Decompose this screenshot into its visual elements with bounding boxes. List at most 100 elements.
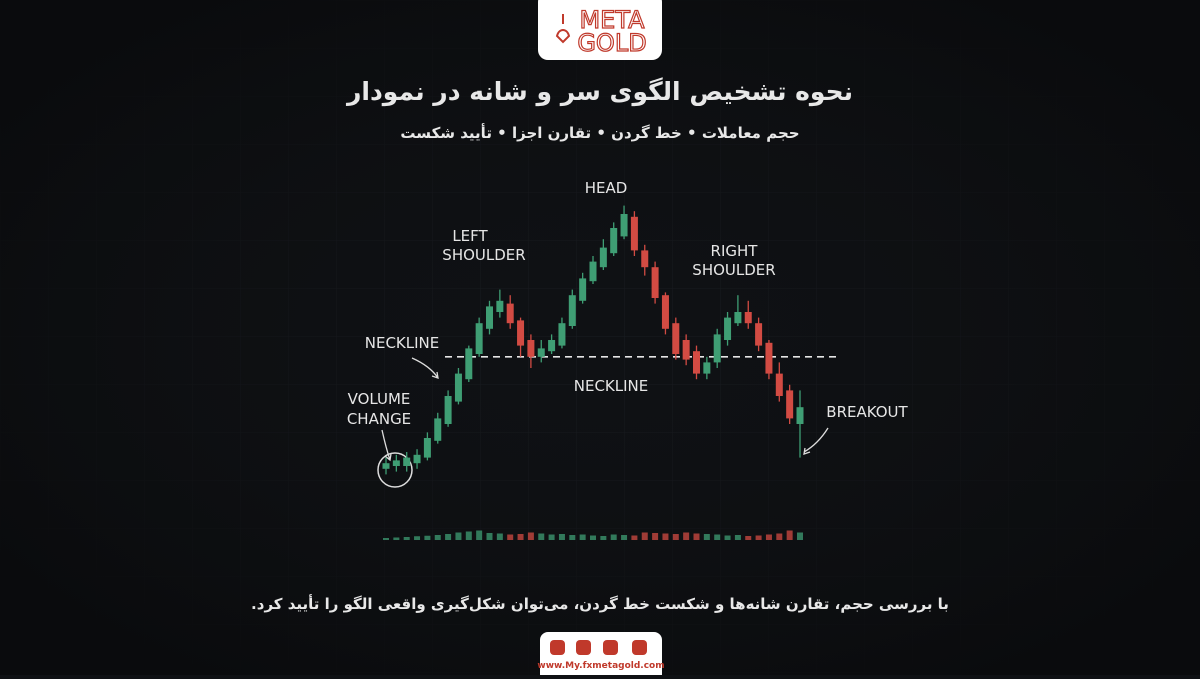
candle-body bbox=[641, 250, 649, 268]
candle-body bbox=[548, 340, 556, 352]
candle-body bbox=[651, 267, 659, 298]
arrow bbox=[803, 427, 829, 455]
volume-bar bbox=[569, 535, 576, 540]
volume-bar bbox=[517, 534, 524, 540]
candle-body bbox=[661, 295, 669, 329]
volume-bar bbox=[424, 535, 431, 540]
volume-bar bbox=[590, 535, 596, 540]
neckline-label: NECKLINE bbox=[365, 334, 440, 352]
candle-body bbox=[620, 214, 628, 237]
volume-bar bbox=[548, 534, 555, 540]
candle-body bbox=[713, 334, 721, 363]
candle-body bbox=[724, 317, 732, 340]
volume-bar bbox=[755, 535, 762, 540]
volume-bar bbox=[786, 530, 793, 540]
youtube-icon[interactable] bbox=[603, 640, 618, 655]
volume-bar bbox=[393, 537, 400, 540]
caption: با بررسی حجم، تقارن شانه‌ها و شکست خط گر… bbox=[251, 594, 949, 613]
candle-body bbox=[744, 312, 752, 324]
candle-body bbox=[465, 348, 473, 380]
volume-bar bbox=[703, 534, 710, 540]
candle-body bbox=[423, 438, 431, 458]
volume-bar bbox=[414, 536, 421, 540]
logo-bottom: GOLD bbox=[577, 29, 646, 57]
footer-box bbox=[540, 632, 662, 679]
volume-bar bbox=[538, 533, 545, 540]
volume-bar bbox=[527, 532, 534, 540]
candle-body bbox=[403, 457, 411, 466]
candle-body bbox=[703, 362, 711, 374]
volume-bar bbox=[693, 533, 700, 540]
title: نحوه تشخیص الگوی سر و شانه در نمودار bbox=[345, 77, 853, 107]
candle-body bbox=[589, 261, 597, 282]
volume-bar bbox=[445, 534, 452, 540]
volume-bar bbox=[455, 532, 462, 540]
volume-bar bbox=[558, 534, 565, 540]
volume-bar bbox=[662, 533, 669, 540]
volume-bar bbox=[745, 536, 752, 540]
candle-body bbox=[630, 216, 638, 251]
candle-body bbox=[444, 396, 452, 424]
candle-body bbox=[796, 407, 804, 424]
volume-bar bbox=[797, 532, 803, 540]
candle-body bbox=[537, 348, 545, 357]
candle-body bbox=[558, 323, 566, 346]
candle-body bbox=[517, 320, 525, 346]
candle-body bbox=[775, 373, 783, 396]
left-shoulder-label: LEFT bbox=[452, 227, 488, 245]
volume-bar bbox=[496, 533, 503, 540]
volume-bar bbox=[486, 533, 493, 540]
volume-bar bbox=[631, 535, 638, 540]
logo-icon bbox=[555, 14, 571, 44]
candle-body bbox=[610, 228, 618, 254]
volume-change-label: CHANGE bbox=[347, 410, 411, 428]
volume-bar bbox=[383, 538, 389, 540]
neckline-label: NECKLINE bbox=[574, 377, 649, 395]
facebook-icon[interactable] bbox=[632, 640, 647, 655]
candle-body bbox=[392, 460, 400, 466]
logo-top: META bbox=[579, 6, 645, 34]
volume-bar bbox=[652, 533, 659, 540]
candle-body bbox=[765, 342, 773, 374]
plot bbox=[382, 205, 838, 540]
arrow bbox=[381, 429, 392, 462]
left-shoulder-label: SHOULDER bbox=[442, 246, 525, 264]
candle-body bbox=[454, 373, 462, 402]
footer-url[interactable]: www.My.fxmetagold.com bbox=[537, 661, 664, 671]
volume-bar bbox=[476, 530, 483, 540]
volume-bar bbox=[507, 534, 514, 540]
volume-bar bbox=[672, 534, 679, 540]
candle-body bbox=[382, 463, 390, 469]
right-shoulder-label: SHOULDER bbox=[692, 261, 775, 279]
candle-body bbox=[434, 418, 442, 441]
social-icons bbox=[550, 640, 647, 655]
instagram-icon[interactable] bbox=[550, 640, 565, 655]
volume-change-label: VOLUME bbox=[348, 390, 411, 408]
candle-body bbox=[496, 300, 504, 312]
candle-body bbox=[486, 306, 493, 329]
volume-bar bbox=[641, 532, 648, 540]
telegram-icon[interactable] bbox=[576, 640, 591, 655]
volume-circle bbox=[377, 452, 413, 488]
volume-bar bbox=[776, 533, 783, 540]
volume-bar bbox=[465, 531, 472, 540]
candle-body bbox=[527, 340, 535, 357]
volume-bar bbox=[610, 534, 617, 540]
arrow bbox=[411, 357, 439, 379]
volume-bar bbox=[683, 532, 690, 540]
right-shoulder-label: RIGHT bbox=[711, 242, 759, 260]
candle-body bbox=[506, 303, 514, 324]
candle-body bbox=[682, 340, 690, 360]
candle-body bbox=[755, 323, 763, 346]
volume-bar bbox=[765, 534, 772, 540]
candle-body bbox=[672, 323, 680, 354]
candle-body bbox=[786, 390, 794, 419]
head-label: HEAD bbox=[585, 179, 628, 197]
volume-bar bbox=[714, 534, 721, 540]
candle-body bbox=[475, 323, 483, 354]
candle-body bbox=[579, 278, 587, 301]
candle-body bbox=[693, 351, 700, 374]
